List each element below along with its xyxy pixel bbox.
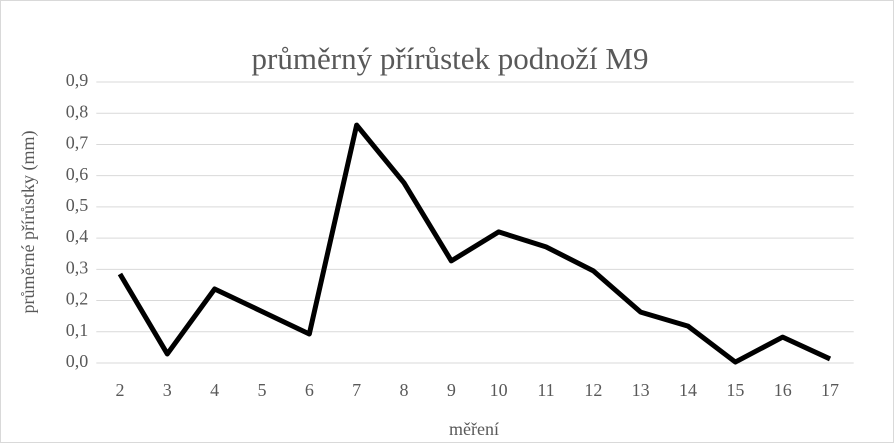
x-tick-label: 12: [584, 380, 602, 400]
y-tick-label: 0,2: [66, 289, 89, 309]
y-tick-label: 0,1: [66, 320, 89, 340]
y-tick-label: 0,4: [66, 226, 89, 246]
x-axis-label: měření: [449, 419, 499, 439]
y-tick-label: 0,3: [66, 257, 89, 277]
y-tick-label: 0,7: [66, 133, 89, 153]
x-tick-label: 6: [305, 380, 314, 400]
data-line: [117, 122, 832, 365]
y-tick-label: 0,9: [66, 70, 89, 90]
x-tick-label: 5: [257, 380, 266, 400]
x-tick-label: 3: [163, 380, 172, 400]
x-tick-label: 8: [399, 380, 408, 400]
y-tick-label: 0,5: [66, 195, 89, 215]
y-axis-label: průměrné přírůstky (mm): [18, 131, 39, 314]
x-tick-label: 14: [679, 380, 697, 400]
x-tick-label: 13: [632, 380, 650, 400]
x-tick-label: 4: [210, 380, 219, 400]
x-tick-label: 10: [490, 380, 508, 400]
x-tick-label: 16: [774, 380, 792, 400]
x-tick-label: 15: [726, 380, 744, 400]
x-tick-label: 2: [115, 380, 124, 400]
chart-title: průměrný přírůstek podnoží M9: [252, 41, 649, 76]
x-tick-label: 11: [537, 380, 554, 400]
y-tick-label: 0,8: [66, 101, 89, 121]
x-tick-label: 17: [821, 380, 839, 400]
y-tick-label: 0,0: [66, 351, 89, 371]
x-tick-label: 9: [447, 380, 456, 400]
y-tick-label: 0,6: [66, 164, 89, 184]
x-tick-label: 7: [352, 380, 361, 400]
